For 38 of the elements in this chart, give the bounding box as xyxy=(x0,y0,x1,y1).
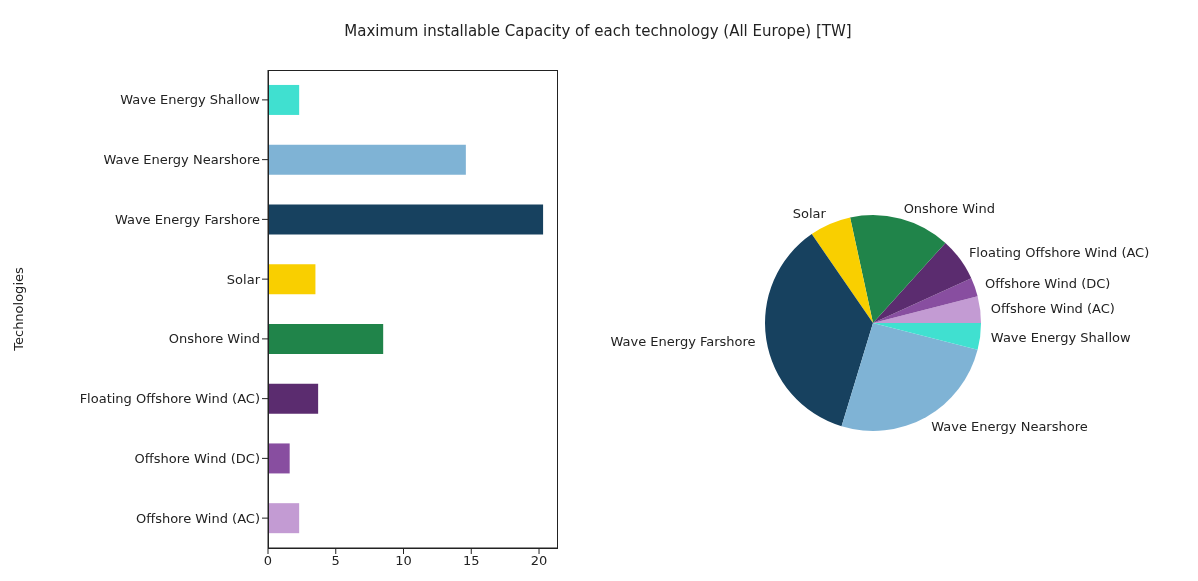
pie-slice xyxy=(765,234,873,427)
bar xyxy=(268,503,300,534)
y-tick-label: Solar xyxy=(226,271,261,287)
pie-slice xyxy=(873,323,981,350)
x-tick-label: 0 xyxy=(263,553,273,569)
y-axis-title: Technologies xyxy=(10,267,26,352)
bar xyxy=(268,144,466,175)
y-tick-label: Onshore Wind xyxy=(168,331,260,347)
bar xyxy=(268,383,319,414)
y-tick-label: Wave Energy Shallow xyxy=(120,92,261,108)
y-tick-label: Wave Energy Farshore xyxy=(114,211,260,227)
slice-label: Offshore Wind (AC) xyxy=(990,300,1115,316)
bar xyxy=(268,84,300,115)
pie-slice xyxy=(873,278,978,323)
y-tick-label: Floating Offshore Wind (AC) xyxy=(79,391,260,407)
pie-slice xyxy=(873,296,981,323)
y-tick-label: Offshore Wind (DC) xyxy=(134,450,260,466)
bar xyxy=(268,264,316,295)
x-tick-label: 20 xyxy=(530,553,548,569)
pie-slice xyxy=(811,217,873,323)
text: Maximum installable Capacity of each technology (All Europe) [TW] xyxy=(343,22,853,40)
slice-label: Wave Energy Farshore xyxy=(610,333,756,349)
slice-label: Solar xyxy=(792,206,827,222)
bar xyxy=(268,204,544,235)
slice-label: Onshore Wind xyxy=(903,200,995,216)
x-tick-label: 5 xyxy=(331,553,340,569)
x-tick-label: 10 xyxy=(395,553,412,569)
slice-label: Floating Offshore Wind (AC) xyxy=(968,245,1150,261)
slice-label: Offshore Wind (DC) xyxy=(985,275,1111,291)
y-tick-label: Wave Energy Nearshore xyxy=(103,152,260,168)
bar xyxy=(268,323,384,354)
bar xyxy=(268,443,290,474)
slice-label: Wave Energy Shallow xyxy=(990,330,1131,346)
slice-label: Wave Energy Nearshore xyxy=(931,419,1088,435)
pie-slice xyxy=(850,215,946,323)
pie-slice xyxy=(873,242,972,323)
x-tick-label: 15 xyxy=(463,553,480,569)
y-tick-label: Offshore Wind (AC) xyxy=(135,510,260,526)
